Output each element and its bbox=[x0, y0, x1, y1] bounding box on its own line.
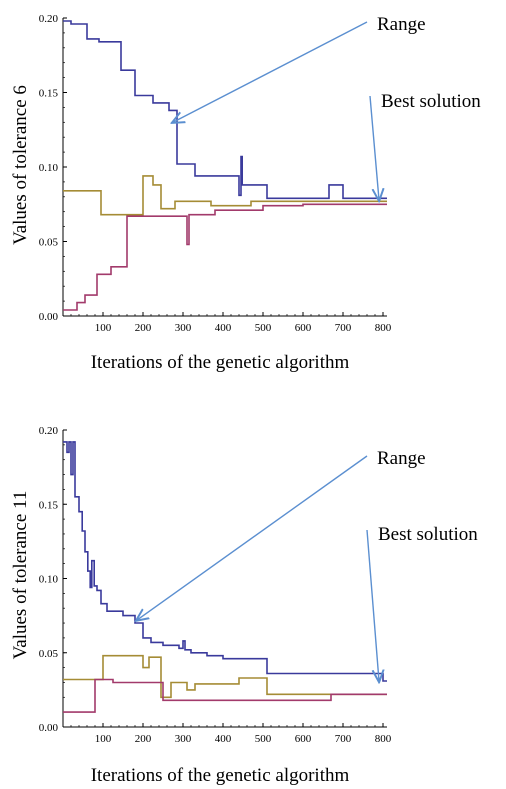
series-line-upper bbox=[63, 441, 387, 682]
tolerance-6-plot: 0.00 0.05 0.10 0.15 0.20 100 200 300 400 500 600 70… bbox=[39, 13, 392, 334]
x-tick-label: 700 bbox=[335, 322, 352, 334]
best-solution-arrow bbox=[366, 529, 379, 681]
series-line-lower bbox=[63, 678, 387, 713]
x-tick-label: 800 bbox=[375, 733, 392, 745]
x-tick-label: 500 bbox=[255, 733, 272, 745]
y-tick-label: 0.20 bbox=[39, 13, 59, 25]
y-tick-label: 0.00 bbox=[39, 722, 59, 734]
tolerance-11-best-solution-label: Best solution bbox=[378, 524, 478, 545]
series-line-middle bbox=[63, 654, 387, 699]
best-solution-arrow bbox=[369, 95, 379, 200]
y-tick-label: 0.00 bbox=[39, 311, 59, 323]
tolerance-6-y-axis-title: Values of tolerance 6 bbox=[10, 85, 31, 245]
y-tick-label: 0.05 bbox=[39, 648, 59, 660]
tolerance-11-x-axis-title: Iterations of the genetic algorithm bbox=[91, 765, 350, 786]
series-line-middle bbox=[63, 175, 387, 216]
x-tick-label: 300 bbox=[175, 733, 192, 745]
y-tick-label: 0.15 bbox=[39, 499, 59, 511]
tolerance-11-range-label: Range bbox=[377, 448, 426, 469]
y-tick-label: 0.20 bbox=[39, 425, 59, 437]
tolerance-6-chart: 0.00 0.05 0.10 0.15 0.20 100 200 300 400 500 600 70… bbox=[10, 13, 481, 373]
y-tick-label: 0.05 bbox=[39, 237, 59, 249]
y-tick-label: 0.10 bbox=[39, 162, 59, 174]
tolerance-11-chart: 0.00 0.05 0.10 0.15 0.20 100 200 300 400 500 600 70… bbox=[10, 425, 478, 786]
x-tick-label: 800 bbox=[375, 322, 392, 334]
series-line-upper bbox=[63, 20, 387, 200]
x-tick-label: 700 bbox=[335, 733, 352, 745]
tolerance-6-best-solution-label: Best solution bbox=[381, 91, 481, 112]
x-tick-label: 100 bbox=[95, 322, 112, 334]
tolerance-6-range-label: Range bbox=[377, 14, 426, 35]
tolerance-11-y-axis-title: Values of tolerance 11 bbox=[10, 491, 31, 660]
x-tick-label: 200 bbox=[135, 322, 152, 334]
x-tick-label: 600 bbox=[295, 322, 312, 334]
y-tick-label: 0.10 bbox=[39, 574, 59, 586]
y-tick-label: 0.15 bbox=[39, 88, 59, 100]
x-tick-label: 200 bbox=[135, 733, 152, 745]
x-tick-label: 500 bbox=[255, 322, 272, 334]
x-tick-label: 300 bbox=[175, 322, 192, 334]
x-tick-label: 600 bbox=[295, 733, 312, 745]
x-tick-label: 400 bbox=[215, 322, 232, 334]
x-tick-label: 100 bbox=[95, 733, 112, 745]
range-arrow bbox=[137, 455, 368, 620]
range-arrow bbox=[173, 21, 368, 122]
tolerance-11-plot: 0.00 0.05 0.10 0.15 0.20 100 200 300 400 500 600 70… bbox=[39, 425, 392, 745]
tolerance-6-x-axis-title: Iterations of the genetic algorithm bbox=[91, 352, 350, 373]
series-line-lower bbox=[63, 203, 387, 311]
x-tick-label: 400 bbox=[215, 733, 232, 745]
